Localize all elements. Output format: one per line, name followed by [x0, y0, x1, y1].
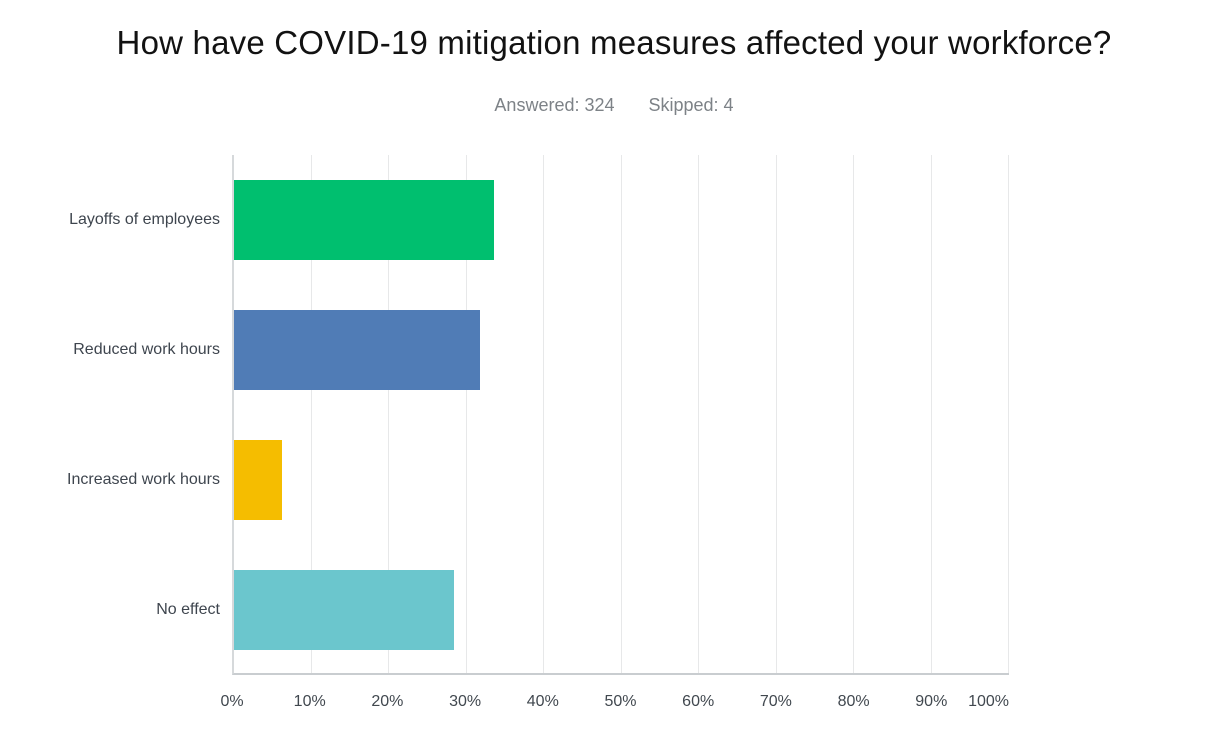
x-tick-label: 10%: [293, 693, 326, 710]
category-label: Increased work hours: [67, 471, 220, 488]
gridline: [543, 155, 544, 673]
answered-count: Answered: 324: [494, 95, 615, 115]
x-tick-label: 80%: [837, 693, 870, 710]
x-axis: 0% 10% 20% 30% 40% 50% 60% 70% 80% 90% 100%: [220, 693, 1009, 717]
x-tick-label: 20%: [371, 693, 404, 710]
gridline: [388, 155, 389, 673]
bar-row: [234, 415, 1009, 545]
category-label: Layoffs of employees: [69, 211, 220, 228]
gridline: [1008, 155, 1009, 673]
bar: [234, 310, 481, 390]
gridline: [930, 155, 932, 673]
x-tick-label: 90%: [915, 693, 948, 710]
category-labels: Layoffs of employees Reduced work hours In…: [58, 155, 220, 675]
bar-row: [234, 285, 1009, 415]
gridline: [465, 155, 467, 673]
gridline: [698, 155, 699, 673]
bar: [234, 180, 495, 260]
x-tick-label: 50%: [604, 693, 637, 710]
skipped-count: Skipped: 4: [648, 95, 734, 115]
gridline: [775, 155, 777, 673]
bar-row: [234, 155, 1009, 285]
bar: [234, 440, 283, 520]
bar: [234, 570, 455, 650]
x-tick-label: 70%: [759, 693, 792, 710]
gridline: [620, 155, 622, 673]
bar-row: [234, 545, 1009, 675]
x-tick-label: 40%: [526, 693, 559, 710]
category-label: No effect: [156, 601, 220, 618]
response-stats: Answered: 324 Skipped: 4: [0, 95, 1228, 116]
x-tick-label: 100%: [968, 693, 1009, 710]
gridline: [853, 155, 854, 673]
x-tick-label: 0%: [220, 693, 244, 710]
x-tick-label: 30%: [449, 693, 482, 710]
category-label: Reduced work hours: [73, 341, 220, 358]
plot-area: [232, 155, 1009, 675]
x-tick-label: 60%: [682, 693, 715, 710]
question-title: How have COVID-19 mitigation measures af…: [116, 24, 1112, 61]
gridline: [310, 155, 312, 673]
